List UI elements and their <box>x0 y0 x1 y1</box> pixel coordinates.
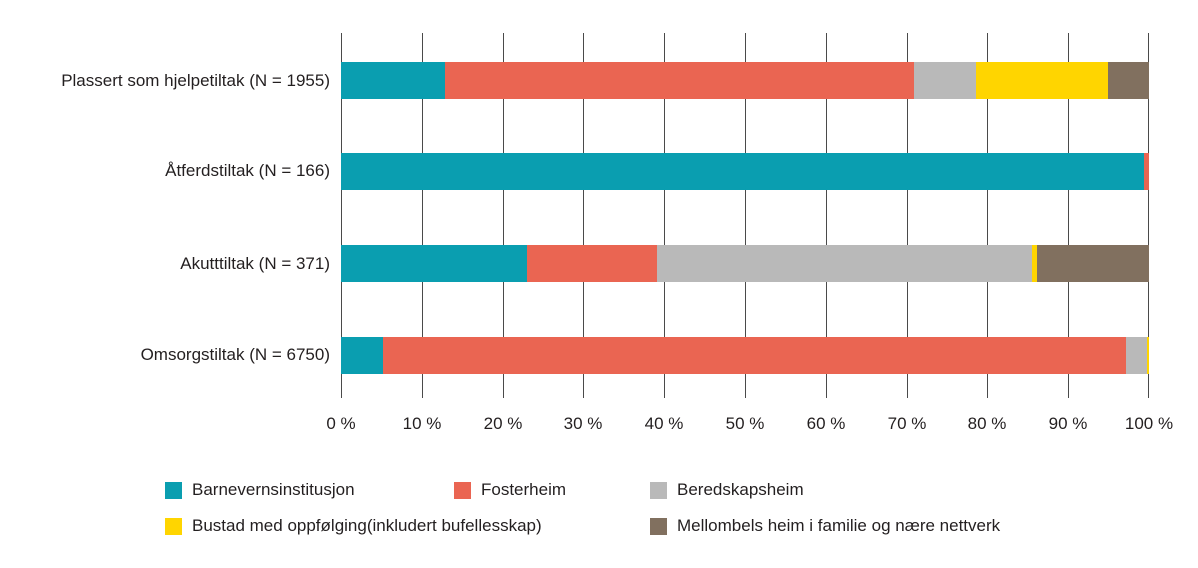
bar-segment <box>1107 62 1149 99</box>
x-tick-label: 100 % <box>1124 414 1174 433</box>
bar-segment <box>341 245 527 282</box>
category-axis: Plassert som hjelpetiltak (N = 1955) Åtfe… <box>0 0 330 450</box>
bar-row <box>341 62 1149 99</box>
category-label: Akutttiltak (N = 371) <box>180 254 330 273</box>
legend-swatch-icon <box>454 481 471 499</box>
category-label: Åtferdstiltak (N = 166) <box>165 161 330 180</box>
gridline <box>422 33 423 398</box>
bar-segment <box>1125 337 1147 374</box>
x-tick-label: 90 % <box>1048 414 1088 433</box>
bar-segment <box>445 62 914 99</box>
gridline <box>745 33 746 398</box>
x-tick-label: 70 % <box>887 414 927 433</box>
x-tick-label: 0 % <box>326 414 356 433</box>
bar-segment <box>1146 337 1149 374</box>
bar-segment <box>383 337 1126 374</box>
legend-swatch-icon <box>650 481 667 499</box>
bar-segment <box>656 245 1032 282</box>
x-tick-label: 20 % <box>483 414 523 433</box>
category-label: Omsorgstiltak (N = 6750) <box>140 345 330 364</box>
bar-segment <box>341 62 446 99</box>
legend-label: Mellombels heim i familie og nære nettve… <box>677 516 1001 535</box>
legend-swatch-icon <box>165 517 182 535</box>
gridline <box>664 33 665 398</box>
legend-item: Beredskapsheim <box>650 481 804 499</box>
bar-segment <box>976 62 1108 99</box>
gridline <box>341 33 342 398</box>
bar-segment <box>913 62 977 99</box>
legend-item: Mellombels heim i familie og nære nettve… <box>650 517 1000 535</box>
legend-swatch-icon <box>650 517 667 535</box>
gridline <box>826 33 827 398</box>
gridline <box>987 33 988 398</box>
gridline <box>1148 33 1149 398</box>
gridline <box>907 33 908 398</box>
gridline <box>583 33 584 398</box>
legend-item: Bustad med oppfølging(inkludert bufelles… <box>165 517 542 535</box>
bar-row <box>341 153 1149 190</box>
bar-segment <box>1144 153 1149 190</box>
legend-label: Bustad med oppfølging(inkludert bufelles… <box>192 516 542 535</box>
bar-segment <box>341 153 1145 190</box>
legend-label: Fosterheim <box>481 480 567 499</box>
x-tick-label: 30 % <box>563 414 603 433</box>
plot-area <box>341 33 1149 398</box>
legend-label: Beredskapsheim <box>677 480 804 499</box>
legend-item: Fosterheim <box>454 481 566 499</box>
bar-segment <box>1031 245 1037 282</box>
bar-row <box>341 245 1149 282</box>
x-tick-label: 10 % <box>402 414 442 433</box>
bar-segment <box>1036 245 1149 282</box>
gridline <box>1068 33 1069 398</box>
bar-row <box>341 337 1149 374</box>
x-tick-label: 50 % <box>725 414 765 433</box>
x-tick-label: 80 % <box>967 414 1007 433</box>
legend-item: Barnevernsinstitusjon <box>165 481 355 499</box>
x-tick-label: 60 % <box>806 414 846 433</box>
gridline <box>503 33 504 398</box>
x-tick-label: 40 % <box>644 414 684 433</box>
bar-segment <box>526 245 657 282</box>
legend-label: Barnevernsinstitusjon <box>192 480 355 499</box>
bar-segment <box>341 337 384 374</box>
category-label: Plassert som hjelpetiltak (N = 1955) <box>61 71 330 90</box>
legend-swatch-icon <box>165 481 182 499</box>
